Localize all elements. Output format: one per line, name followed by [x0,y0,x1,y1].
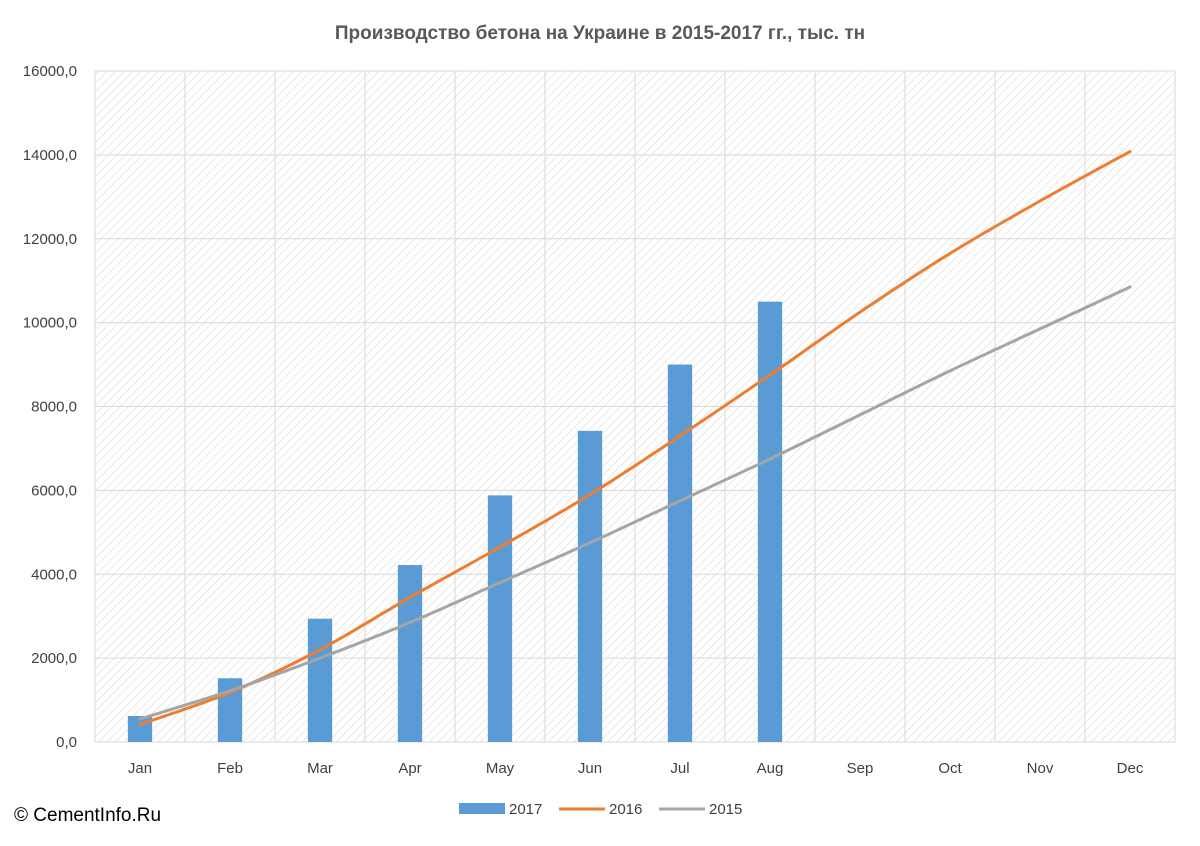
y-tick-label: 6000,0 [31,482,77,499]
y-tick-label: 4000,0 [31,566,77,583]
y-tick-label: 10000,0 [23,315,77,332]
bar-series [127,301,783,742]
y-tick-label: 0,0 [56,734,77,751]
line-series [138,150,1132,726]
legend: 2017 2016 2015 [459,801,742,818]
legend-swatch-2017 [459,803,505,814]
x-tick-label: Nov [1027,760,1054,777]
y-tick-label: 14000,0 [23,147,77,164]
chart-title: Производство бетона на Украине в 2015-20… [335,23,865,44]
line-2016 [138,150,1132,726]
y-tick-label: 2000,0 [31,650,77,667]
x-tick-label: Feb [217,760,243,777]
copyright-text: © CementInfo.Ru [14,805,162,826]
x-tick-label: Mar [307,760,333,777]
y-axis: 0,0 2000,0 4000,0 6000,0 8000,0 10000,0 12000,… [23,63,77,751]
legend-label-2017: 2017 [509,801,542,818]
bar-2017 [487,495,513,742]
x-tick-label: Oct [938,760,962,777]
x-tick-label: Jul [670,760,689,777]
x-tick-label: Apr [398,760,421,777]
x-tick-label: Aug [757,760,784,777]
legend-label-2016: 2016 [609,801,642,818]
y-tick-label: 8000,0 [31,399,77,416]
x-axis: Jan Feb Mar Apr May Jun Jul Aug Sep Oct Nov Dec [128,760,1144,777]
bar-2017 [577,430,603,742]
legend-label-2015: 2015 [709,801,742,818]
bar-2017 [307,618,333,742]
bar-2017 [667,364,693,742]
x-tick-label: Dec [1117,760,1144,777]
x-tick-label: Jan [128,760,152,777]
x-tick-label: Sep [847,760,874,777]
y-tick-label: 12000,0 [23,231,77,248]
x-tick-label: Jun [578,760,602,777]
line-2015 [138,285,1132,721]
gridlines [94,70,1176,743]
y-tick-label: 16000,0 [23,63,77,80]
x-tick-label: May [486,760,515,777]
bar-2017 [397,565,423,742]
